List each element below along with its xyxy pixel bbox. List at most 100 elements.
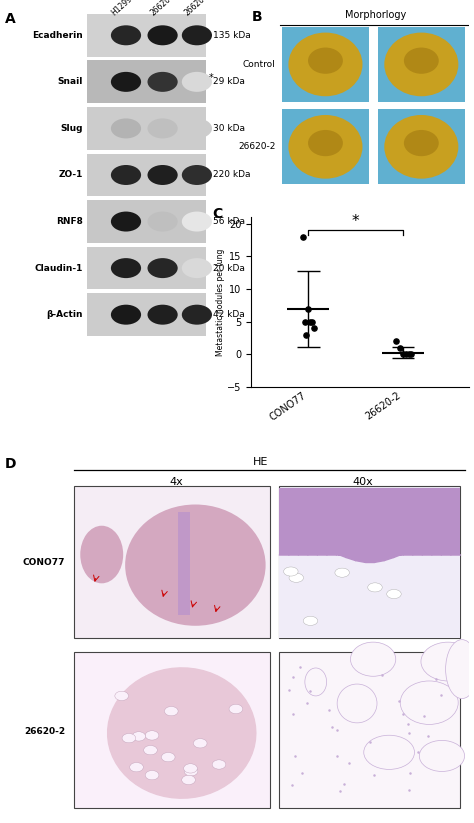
Bar <box>279 488 460 555</box>
Point <box>392 335 400 348</box>
Ellipse shape <box>182 26 212 45</box>
Text: 29 kDa: 29 kDa <box>213 77 245 86</box>
Ellipse shape <box>419 741 465 771</box>
Bar <box>87 14 206 57</box>
Ellipse shape <box>147 72 178 92</box>
Text: 26620-2: 26620-2 <box>238 142 275 151</box>
Ellipse shape <box>80 526 123 584</box>
Bar <box>74 653 270 807</box>
Ellipse shape <box>193 738 207 748</box>
Text: 56 kDa: 56 kDa <box>213 217 245 226</box>
Ellipse shape <box>229 704 243 714</box>
Text: Claudin-1: Claudin-1 <box>34 263 82 272</box>
Ellipse shape <box>288 33 363 96</box>
Ellipse shape <box>115 691 128 700</box>
Bar <box>282 109 369 184</box>
Ellipse shape <box>404 130 439 156</box>
Ellipse shape <box>446 639 474 699</box>
Text: ZO-1: ZO-1 <box>58 170 82 179</box>
Point <box>299 230 306 244</box>
Ellipse shape <box>350 642 396 677</box>
Text: B: B <box>251 10 262 24</box>
Ellipse shape <box>164 706 178 716</box>
Point <box>399 348 407 361</box>
Point <box>402 348 410 361</box>
Ellipse shape <box>384 115 458 179</box>
Bar <box>178 512 190 615</box>
Point <box>301 315 309 328</box>
Text: β-Actin: β-Actin <box>46 310 82 319</box>
Bar <box>87 154 206 197</box>
Ellipse shape <box>132 732 146 741</box>
Bar <box>378 27 465 102</box>
Text: C: C <box>212 207 222 221</box>
Ellipse shape <box>337 684 377 723</box>
Bar <box>279 486 460 638</box>
Ellipse shape <box>182 72 212 92</box>
Ellipse shape <box>147 119 178 138</box>
Point <box>308 315 316 328</box>
Ellipse shape <box>111 119 141 138</box>
Ellipse shape <box>335 568 349 577</box>
Ellipse shape <box>283 567 298 576</box>
Ellipse shape <box>184 766 198 776</box>
Ellipse shape <box>125 504 265 625</box>
Text: 30 kDa: 30 kDa <box>213 124 245 133</box>
Ellipse shape <box>182 119 212 138</box>
Point <box>396 342 404 355</box>
Ellipse shape <box>368 583 382 592</box>
Bar <box>87 293 206 336</box>
Ellipse shape <box>212 760 226 770</box>
Ellipse shape <box>130 763 143 772</box>
Ellipse shape <box>182 305 212 325</box>
Point <box>405 348 412 361</box>
Ellipse shape <box>421 642 474 681</box>
Bar <box>87 200 206 243</box>
Text: *: * <box>352 214 359 229</box>
Text: CONO77: CONO77 <box>23 558 65 566</box>
Bar <box>378 109 465 184</box>
Ellipse shape <box>111 26 141 45</box>
Point <box>304 302 312 315</box>
Ellipse shape <box>305 668 327 696</box>
Ellipse shape <box>147 305 178 325</box>
Bar <box>87 60 206 103</box>
Point <box>408 348 415 361</box>
Text: H1299-Control: H1299-Control <box>110 0 157 18</box>
Ellipse shape <box>289 574 303 583</box>
Text: 40x: 40x <box>352 477 373 487</box>
Text: HE: HE <box>253 458 268 467</box>
Text: 4x: 4x <box>170 477 183 487</box>
Text: 26620-2: 26620-2 <box>183 0 213 18</box>
Text: 42 kDa: 42 kDa <box>213 310 245 319</box>
Ellipse shape <box>182 258 212 278</box>
Ellipse shape <box>364 735 414 770</box>
Text: 135 kDa: 135 kDa <box>213 30 251 40</box>
Ellipse shape <box>144 746 157 755</box>
Y-axis label: Metastatic nodules per lung: Metastatic nodules per lung <box>216 249 225 356</box>
Ellipse shape <box>400 681 458 724</box>
Ellipse shape <box>111 72 141 92</box>
Text: A: A <box>5 12 16 26</box>
Point <box>302 328 310 342</box>
Polygon shape <box>108 668 256 798</box>
Ellipse shape <box>182 165 212 185</box>
Text: Morphorlogy: Morphorlogy <box>345 10 406 20</box>
Bar <box>279 555 460 638</box>
Ellipse shape <box>111 258 141 278</box>
Text: 26620-2: 26620-2 <box>24 728 65 737</box>
Ellipse shape <box>384 33 458 96</box>
Ellipse shape <box>111 165 141 185</box>
Text: Ecadherin: Ecadherin <box>32 30 82 40</box>
Bar <box>87 247 206 290</box>
Ellipse shape <box>145 770 159 780</box>
Ellipse shape <box>147 258 178 278</box>
Text: RNF8: RNF8 <box>55 217 82 226</box>
Text: Control: Control <box>243 60 275 69</box>
Ellipse shape <box>182 775 195 784</box>
Ellipse shape <box>303 616 318 625</box>
Text: *: * <box>209 72 213 82</box>
Ellipse shape <box>147 212 178 231</box>
Text: 220 kDa: 220 kDa <box>213 170 250 179</box>
Text: Slug: Slug <box>60 124 82 133</box>
